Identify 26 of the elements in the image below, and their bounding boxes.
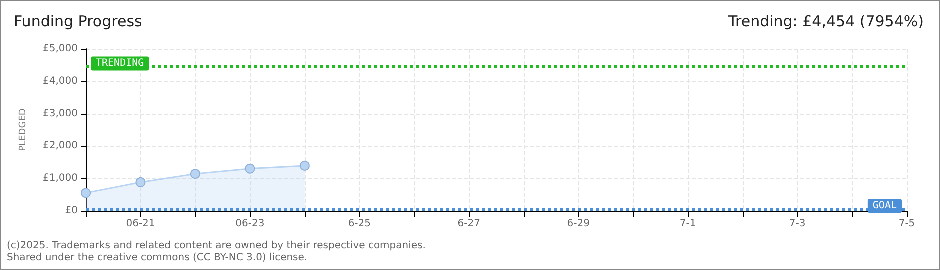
y-tick-label: £5,000	[43, 44, 78, 54]
point	[300, 160, 310, 171]
point	[136, 177, 146, 188]
y-tick-label: £0	[65, 206, 78, 216]
x-tick-label: 06-23	[236, 218, 265, 230]
y-tick-label: £3,000	[43, 108, 78, 120]
ref-line-label: GOAL	[872, 200, 897, 212]
x-tick-label: 6-25	[348, 218, 372, 230]
chart-subtitle: Trending: £4,454 (7954%)	[728, 12, 924, 30]
y-tick-label: £1,000	[43, 173, 78, 184]
x-tick-label: 7-3	[789, 218, 806, 230]
y-tick-label: £4,000	[43, 76, 78, 87]
x-tick-label: 7-1	[680, 218, 696, 230]
ref-line-label: TRENDING	[96, 58, 144, 70]
x-tick-label: 6-27	[458, 218, 480, 230]
x-tick-label: 7-5	[898, 218, 916, 230]
x-tick-label: 06-21	[126, 218, 156, 230]
y-axis-title: PLEDGED	[18, 108, 28, 152]
point	[245, 164, 256, 174]
text: Shared under the creative commons (CC BY-NC 3.0) license.	[7, 252, 308, 264]
point	[81, 188, 91, 198]
point	[190, 169, 200, 180]
x-tick-label: 6-29	[567, 218, 590, 230]
y-tick-label: £2,000	[43, 140, 78, 152]
chart-title: Funding Progress	[14, 12, 143, 30]
text: (c)2025. Trademarks and related content are owned by their respective companies.	[7, 240, 426, 252]
